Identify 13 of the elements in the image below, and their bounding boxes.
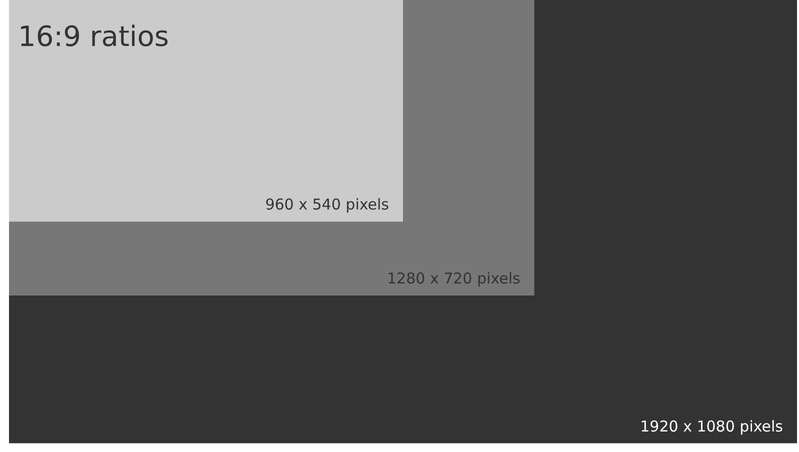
category-label: pixels — [734, 417, 784, 436]
data-label: 1920 — [640, 417, 678, 436]
text: x — [678, 417, 697, 436]
data-label: 1280 — [386, 270, 426, 288]
text: 16:9 ratios — [18, 20, 169, 53]
data-label: 720 — [444, 270, 472, 288]
category-label: pixels — [472, 270, 521, 288]
data-label: 1080 — [696, 417, 735, 436]
text: x — [298, 196, 308, 214]
data-label: 960 — [265, 196, 294, 214]
text: x — [430, 270, 439, 288]
category-label: pixels — [340, 196, 390, 214]
data-label: 540 — [312, 196, 341, 214]
